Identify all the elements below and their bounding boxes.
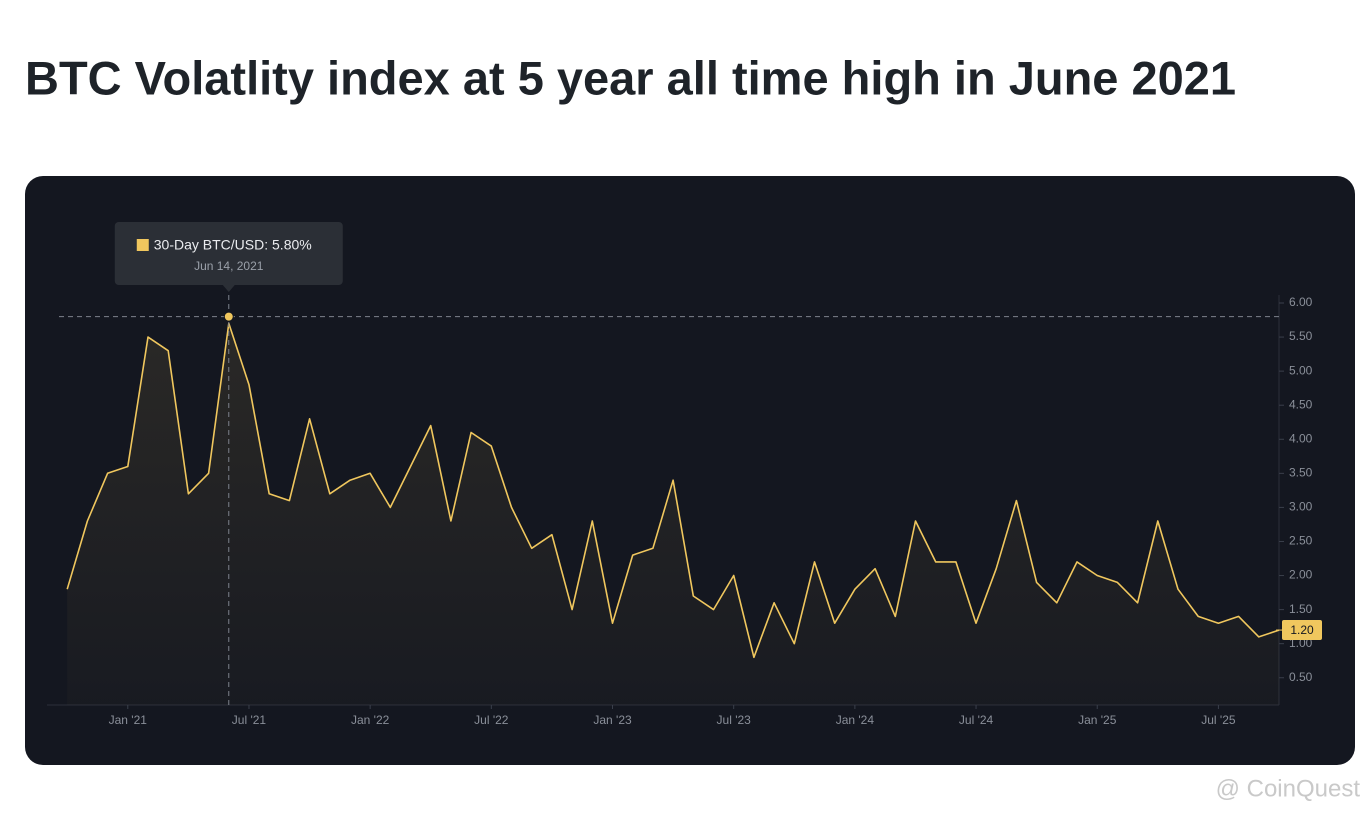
x-tick-label: Jul '22 [474,713,509,727]
y-tick-label: 2.50 [1289,534,1313,548]
y-tick-label: 5.00 [1289,363,1313,377]
y-tick-label: 3.00 [1289,500,1313,514]
tooltip-date: Jun 14, 2021 [194,259,264,273]
y-tick-label: 0.50 [1289,670,1313,684]
current-label: 1.20 [1290,623,1314,637]
x-tick-label: Jan '25 [1078,713,1117,727]
y-tick-label: 5.50 [1289,329,1313,343]
y-tick-label: 1.50 [1289,602,1313,616]
x-tick-label: Jul '23 [717,713,752,727]
x-tick-label: Jul '21 [232,713,267,727]
x-tick-label: Jan '23 [593,713,632,727]
tooltip-box [114,222,343,285]
page-title: BTC Volatlity index at 5 year all time h… [25,51,1236,104]
x-tick-label: Jan '24 [836,713,875,727]
tooltip-point [223,311,234,322]
x-tick-label: Jul '24 [959,713,994,727]
x-tick-label: Jan '21 [109,713,148,727]
tooltip-arrow [222,285,235,292]
y-tick-label: 4.50 [1289,397,1313,411]
x-tick-label: Jul '25 [1201,713,1236,727]
y-tick-label: 3.50 [1289,466,1313,480]
y-tick-label: 6.00 [1289,295,1313,309]
current-tag [1282,620,1322,641]
y-tick-label: 4.00 [1289,431,1313,445]
line [66,322,1280,659]
tooltip-label: 30-Day BTC/USD: 5.80% [154,237,312,253]
watermark: @ CoinQuest [1216,775,1361,802]
x-tick-label: Jan '22 [351,713,390,727]
line-area [67,323,1280,705]
tooltip: 30-Day BTC/USD: 5.80% Jun 14, 2021 [114,222,343,292]
tooltip-swatch [136,239,149,251]
y-tick-label: 2.00 [1289,568,1313,582]
